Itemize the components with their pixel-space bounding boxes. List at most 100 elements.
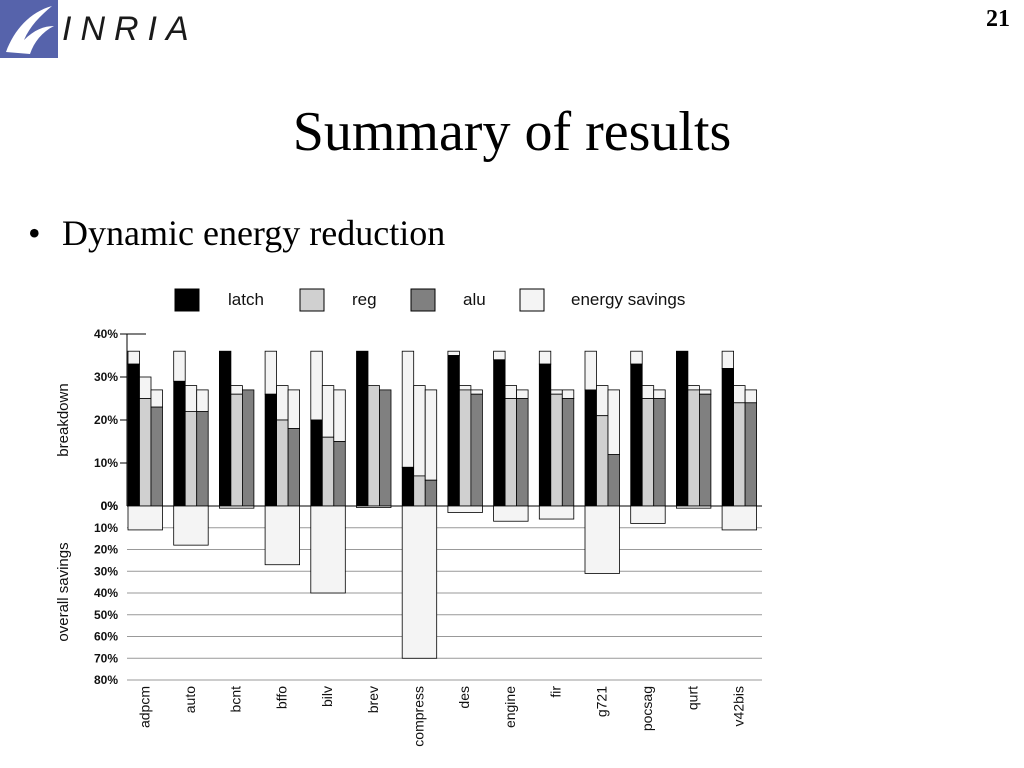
bar-bffo-alu <box>287 428 301 507</box>
category-label: v42bis <box>730 686 746 726</box>
bottom-tick-label: 40% <box>94 586 118 600</box>
top-y-axis-label: breakdown <box>55 383 72 456</box>
bar-v42bis-latch-savings <box>721 350 734 369</box>
bar-compress-latch-savings <box>401 350 415 468</box>
bar-pocsag-latch-savings <box>630 350 643 365</box>
bar-compress-alu-savings <box>424 389 438 481</box>
bar-qurt-reg <box>687 389 700 507</box>
bar-adpcm-alu <box>150 406 163 507</box>
logo-swoosh <box>6 6 54 54</box>
bar-pocsag-alu <box>653 398 666 507</box>
bar-bcnt-reg-savings <box>230 385 243 395</box>
bottom-tick-label: 70% <box>94 651 118 665</box>
logo-text: INRIA <box>62 10 198 48</box>
chart-axes: 0%10%20%30%40%breakdown0%10%20%30%40%50%… <box>55 327 746 747</box>
category-label: brev <box>365 686 381 713</box>
bar-bilv-alu-savings <box>333 389 346 442</box>
savings-bar-des <box>447 505 483 513</box>
bar-g721-reg-savings <box>596 385 609 417</box>
bar-bffo-alu-savings <box>287 389 301 429</box>
legend-swatch-latch <box>174 288 200 312</box>
bar-fir-latch-savings <box>538 350 552 365</box>
category-label: bcnt <box>228 686 244 713</box>
savings-bar-bcnt <box>218 505 255 509</box>
category-label: fir <box>548 686 564 698</box>
bar-auto-reg <box>184 410 198 507</box>
bar-adpcm-reg <box>139 398 152 507</box>
savings-bar-brev <box>356 505 392 508</box>
bar-v42bis-alu-savings <box>744 389 757 404</box>
bar-compress-reg <box>413 475 426 507</box>
bottom-tick-label: 20% <box>94 543 118 557</box>
bar-qurt-reg-savings <box>687 385 700 391</box>
savings-bar-bffo <box>264 505 301 566</box>
page-number: 21 <box>986 6 1010 32</box>
bar-bilv-latch-savings <box>310 350 323 421</box>
bar-qurt-alu <box>699 393 712 507</box>
legend-swatch-reg <box>299 288 325 312</box>
bar-g721-reg <box>596 415 609 507</box>
category-label: bffo <box>273 686 289 709</box>
bar-pocsag-reg <box>641 398 655 507</box>
bar-auto-latch-savings <box>173 350 186 382</box>
category-label: qurt <box>685 686 701 710</box>
bar-engine-alu <box>516 398 529 507</box>
bar-fir-latch <box>538 363 552 507</box>
bar-bffo-reg <box>276 419 289 507</box>
bottom-tick-label: 80% <box>94 673 118 687</box>
bar-pocsag-reg-savings <box>641 385 655 399</box>
bar-engine-reg-savings <box>504 385 518 399</box>
bullet-item: • Dynamic energy reduction <box>28 212 445 254</box>
bar-v42bis-reg <box>733 402 746 507</box>
bar-des-latch <box>447 355 460 507</box>
bottom-tick-label: 60% <box>94 630 118 644</box>
legend-swatch-alu <box>410 288 436 312</box>
category-label: g721 <box>593 686 609 717</box>
bar-engine-latch <box>493 359 506 507</box>
bar-des-reg <box>458 389 472 507</box>
top-tick-label: 40% <box>94 327 118 341</box>
inria-logo <box>0 0 58 58</box>
top-tick-label: 0% <box>101 499 119 513</box>
bar-des-latch-savings <box>447 350 460 356</box>
bar-bilv-reg <box>321 436 335 507</box>
category-label: pocsag <box>639 686 655 731</box>
bar-v42bis-reg-savings <box>733 385 746 404</box>
bar-brev-latch <box>356 350 369 507</box>
category-label: adpcm <box>136 686 152 728</box>
bar-brev-alu <box>379 389 392 507</box>
bar-v42bis-alu <box>744 402 757 507</box>
bar-fir-alu <box>561 398 575 507</box>
bottom-tick-label: 50% <box>94 608 118 622</box>
bar-g721-alu <box>607 453 620 507</box>
category-label: auto <box>182 686 198 713</box>
bar-bffo-reg-savings <box>276 385 289 421</box>
chart-bars <box>127 350 757 659</box>
bar-fir-alu-savings <box>561 389 575 399</box>
bar-pocsag-latch <box>630 363 643 507</box>
bar-qurt-latch <box>676 350 689 507</box>
legend-label-alu: alu <box>463 290 486 309</box>
bar-v42bis-latch <box>721 367 734 507</box>
bar-bilv-latch <box>310 419 323 507</box>
bar-qurt-alu-savings <box>699 389 712 395</box>
savings-bar-qurt <box>676 505 712 509</box>
bar-adpcm-latch <box>127 363 140 507</box>
bullet-dot: • <box>28 213 41 253</box>
bar-compress-alu <box>424 479 438 507</box>
bar-auto-latch <box>173 380 186 507</box>
bar-adpcm-latch-savings <box>127 350 140 365</box>
savings-bar-fir <box>538 505 575 520</box>
bar-bffo-latch <box>264 393 278 507</box>
bottom-tick-label: 10% <box>94 521 118 535</box>
bar-compress-latch <box>401 466 415 507</box>
category-label: compress <box>410 686 426 747</box>
bar-fir-reg-savings <box>550 389 563 395</box>
slide-title: Summary of results <box>292 101 732 163</box>
bar-bffo-latch-savings <box>264 350 278 395</box>
bar-brev-reg <box>367 385 380 507</box>
legend-label-reg: reg <box>352 290 377 309</box>
bar-engine-reg <box>504 398 518 507</box>
legend-label-latch: latch <box>228 290 264 309</box>
